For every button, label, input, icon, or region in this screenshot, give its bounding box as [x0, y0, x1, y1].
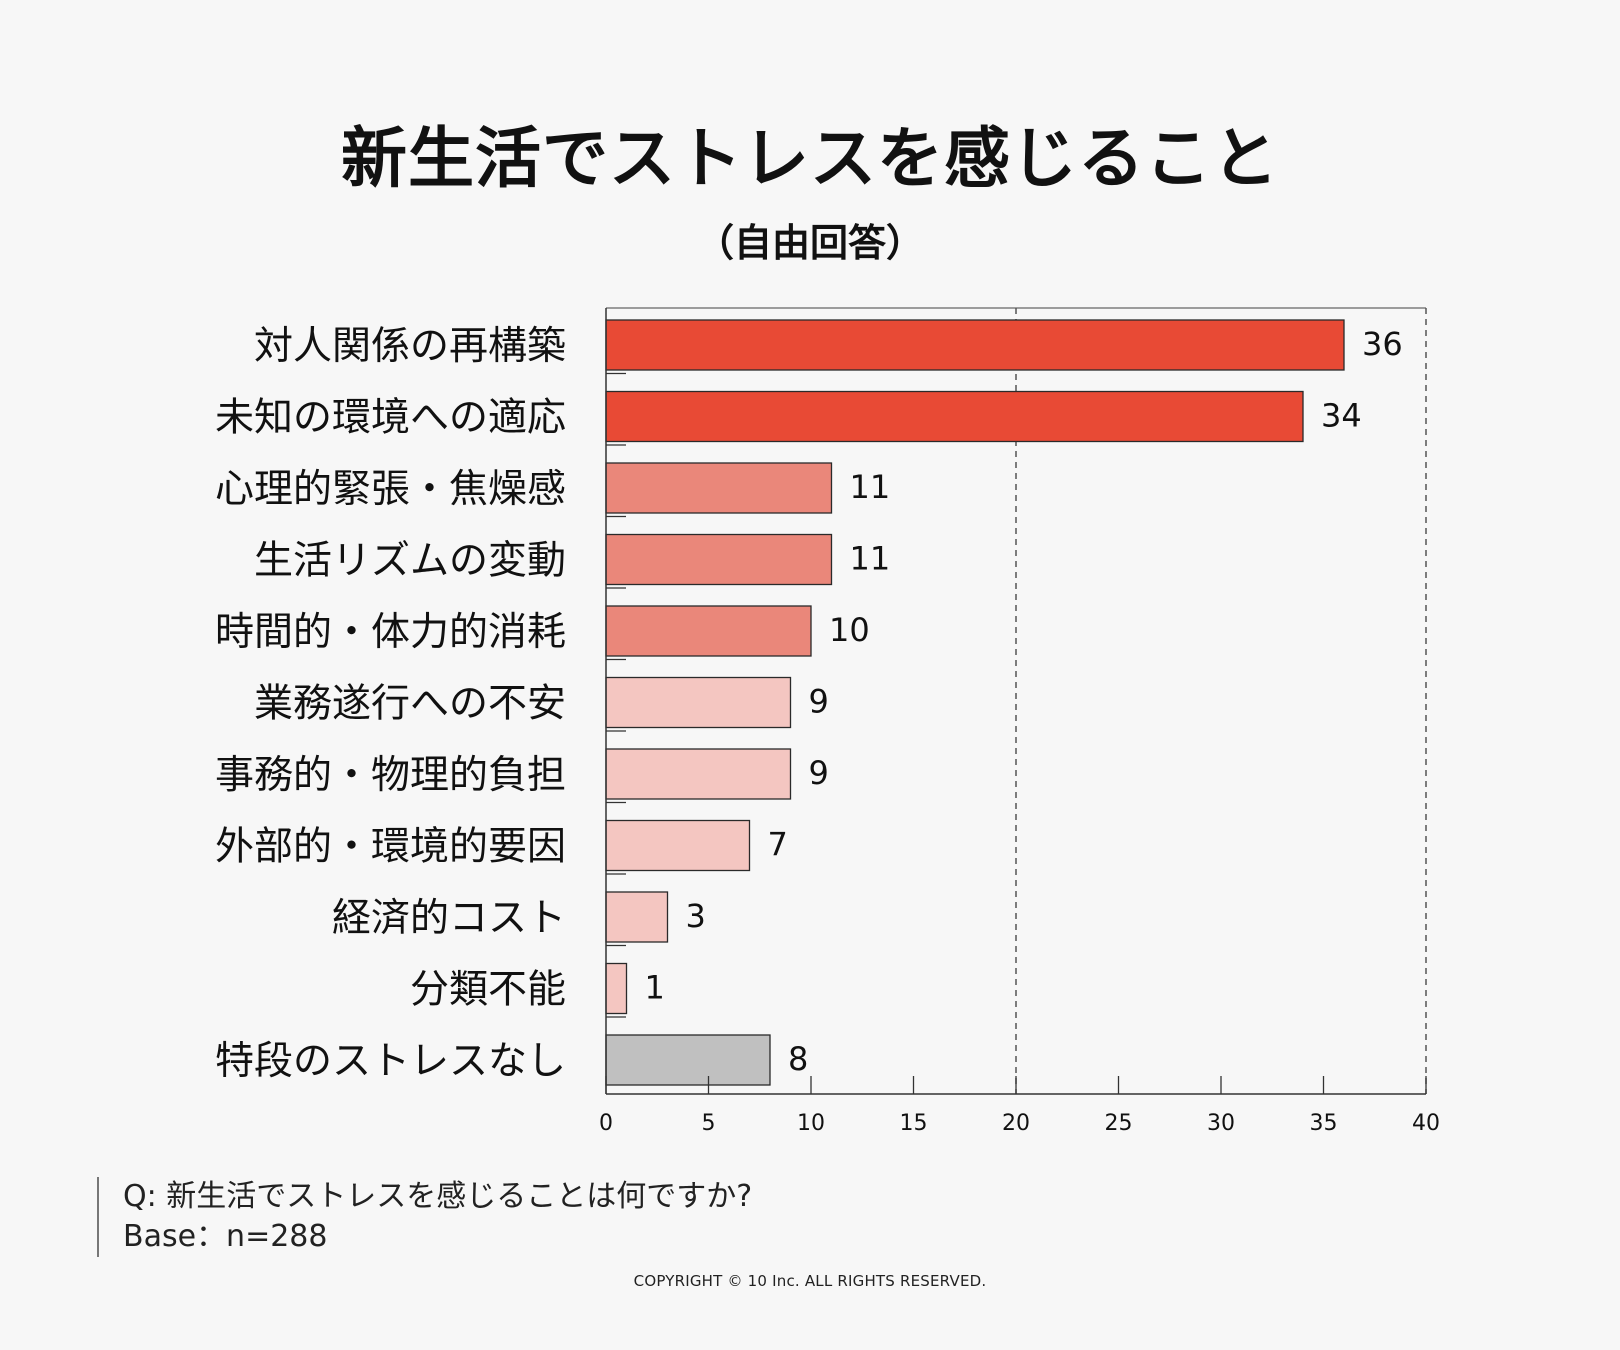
category-label: 業務遂行への不安: [254, 682, 566, 727]
value-label: 9: [809, 683, 829, 721]
category-label: 分類不能: [410, 968, 566, 1013]
category-label: 時間的・体力的消耗: [215, 610, 566, 655]
category-label: 対人関係の再構築: [254, 324, 566, 369]
x-tick-label: 40: [1412, 1111, 1440, 1136]
category-label: 事務的・物理的負担: [215, 753, 566, 798]
value-label: 1: [645, 969, 665, 1007]
x-tick-label: 20: [1002, 1111, 1030, 1136]
bar: [605, 962, 628, 1015]
x-tick-label: 0: [599, 1111, 613, 1136]
chart-subtitle: （自由回答）: [695, 221, 924, 265]
value-label: 7: [768, 826, 788, 864]
x-tick-label: 35: [1310, 1111, 1338, 1136]
category-label: 特段のストレスなし: [215, 1039, 566, 1084]
survey-base: Base：n=288: [123, 1219, 328, 1254]
x-tick-label: 30: [1207, 1111, 1235, 1136]
value-label: 8: [788, 1040, 808, 1078]
value-label: 36: [1362, 325, 1403, 363]
x-tick-label: 25: [1105, 1111, 1133, 1136]
category-label: 生活リズムの変動: [254, 539, 566, 584]
x-tick-label: 5: [702, 1111, 716, 1136]
chart-axes: 0 5 10 15 20 25 30 35 40: [599, 308, 1440, 1136]
chart-title: 新生活でストレスを感じること: [341, 120, 1279, 197]
value-label: 11: [850, 540, 891, 578]
bar: [605, 605, 812, 657]
bar: [605, 462, 833, 514]
x-tick-label: 15: [900, 1111, 928, 1136]
chart-labels: 対人関係の再構築 36 未知の環境への適応 34 心理的緊張・焦燥感 11 生活リズムの変動…: [215, 324, 1403, 1084]
survey-question: Q: 新生活でストレスを感じることは何ですか?: [123, 1179, 753, 1214]
category-label: 未知の環境への適応: [215, 396, 566, 441]
bar: [605, 390, 1304, 443]
bar: [605, 819, 751, 872]
bar-chart: 対人関係の再構築 36 未知の環境への適応 34 心理的緊張・焦燥感 11 生活リズムの変動…: [215, 307, 1440, 1136]
bar: [605, 533, 833, 586]
bar: [605, 676, 792, 729]
bar: [605, 891, 669, 943]
value-label: 11: [850, 468, 891, 506]
value-label: 10: [829, 611, 870, 649]
chart-grid: [606, 307, 1427, 1094]
copyright-notice: COPYRIGHT © 10 Inc. ALL RIGHTS RESERVED.: [633, 1272, 987, 1290]
category-label: 心理的緊張・焦燥感: [215, 467, 566, 512]
value-label: 34: [1321, 397, 1362, 435]
survey-footnote: Q: 新生活でストレスを感じることは何ですか? Base：n=288: [97, 1177, 752, 1257]
chart-bars: [605, 319, 1345, 1086]
value-label: 9: [809, 754, 829, 792]
x-tick-label: 10: [797, 1111, 825, 1136]
category-label: 経済的コスト: [332, 896, 566, 941]
bar: [605, 319, 1345, 371]
bar: [605, 748, 792, 800]
bar: [605, 1034, 771, 1086]
value-label: 3: [686, 897, 706, 935]
category-label: 外部的・環境的要因: [215, 825, 566, 870]
